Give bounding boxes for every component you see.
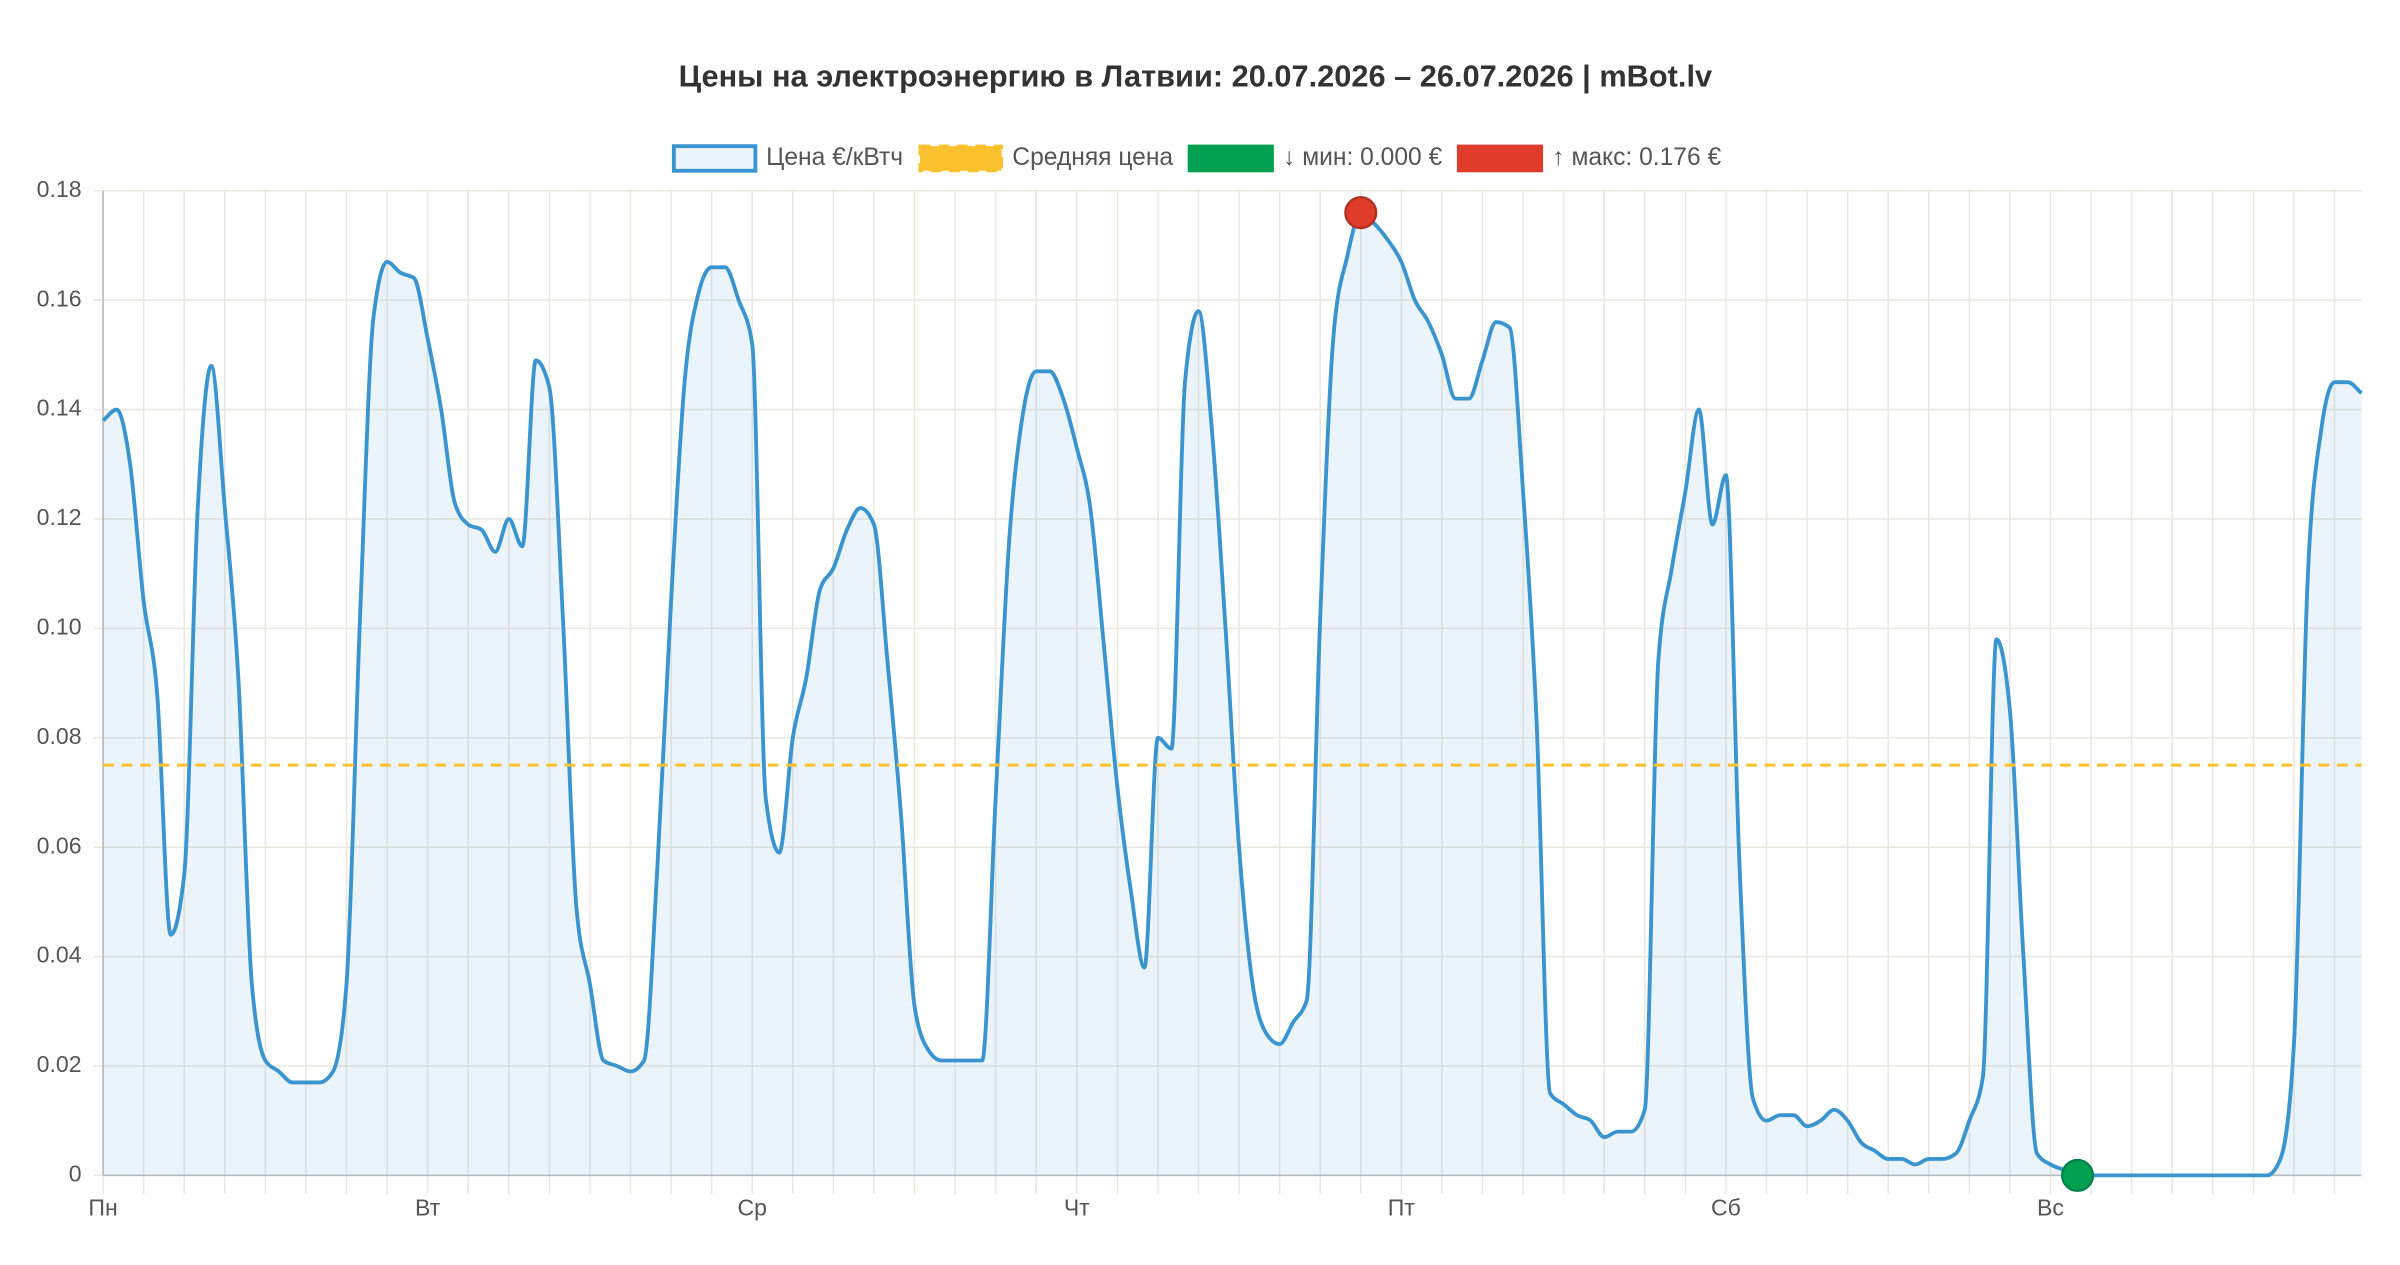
y-tick-label: 0.10 <box>37 613 82 639</box>
x-tick-label: Вс <box>2037 1194 2064 1220</box>
legend-swatch <box>1456 144 1544 173</box>
legend-label: ↑ макс: 0.176 € <box>1552 144 1721 171</box>
legend-label: ↓ мин: 0.000 € <box>1283 144 1442 171</box>
y-tick-label: 0.16 <box>37 285 82 311</box>
y-tick-label: 0.02 <box>37 1051 82 1077</box>
min-marker <box>2061 1158 2095 1192</box>
y-tick-label: 0 <box>69 1160 82 1186</box>
legend-label: Цена €/кВтч <box>766 144 903 171</box>
x-tick-label: Ср <box>737 1194 766 1220</box>
x-tick-label: Пт <box>1388 1194 1416 1220</box>
chart-title: Цены на электроэнергию в Латвии: 20.07.2… <box>679 59 1712 94</box>
legend-swatch <box>1187 144 1274 173</box>
y-tick-label: 0.12 <box>37 504 82 530</box>
x-tick-label: Пн <box>88 1194 117 1220</box>
legend-label: Средняя цена <box>1012 144 1173 171</box>
x-tick-label: Вт <box>415 1194 441 1220</box>
y-tick-label: 0.06 <box>37 832 82 858</box>
legend-swatch <box>918 144 1004 173</box>
price-line <box>101 210 2363 1178</box>
x-tick-label: Чт <box>1064 1194 1090 1220</box>
x-tick-label: Сб <box>1711 1194 1741 1220</box>
y-tick-label: 0.04 <box>37 942 82 968</box>
y-tick-label: 0.18 <box>37 176 82 202</box>
y-tick-label: 0.08 <box>37 723 82 749</box>
area <box>103 212 2362 1176</box>
y-tick-label: 0.14 <box>37 395 82 421</box>
max-marker <box>1344 196 1378 230</box>
legend-swatch <box>671 144 758 173</box>
